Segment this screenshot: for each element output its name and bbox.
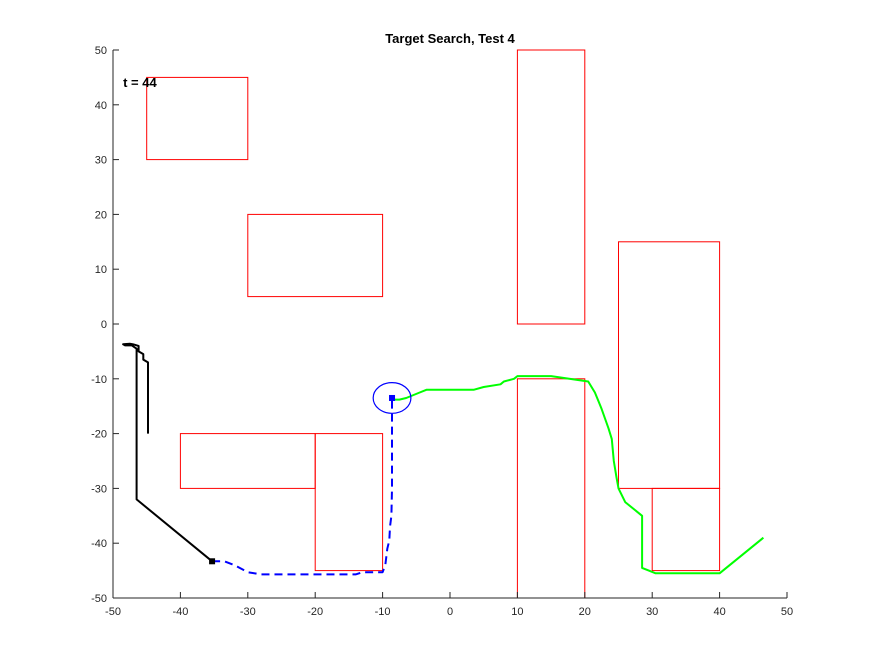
y-tick-label: -10	[91, 374, 107, 386]
obstacle-3	[516, 49, 586, 325]
path-series-2	[212, 400, 393, 576]
y-tick-label: -30	[91, 483, 107, 495]
obstacle-4	[618, 241, 721, 489]
x-tick-label: 30	[646, 606, 658, 618]
x-tick-label: -20	[307, 606, 323, 618]
obstacle-1	[146, 76, 249, 161]
target-circle	[372, 382, 412, 414]
obstacle-6	[314, 433, 384, 572]
obstacle-8	[651, 487, 721, 572]
y-tick-label: -40	[91, 538, 107, 550]
plot-area	[122, 49, 765, 599]
axes	[112, 49, 788, 599]
x-tick-label: 10	[511, 606, 523, 618]
y-tick-label: 0	[101, 319, 107, 331]
x-tick-label: 50	[781, 606, 793, 618]
x-tick-label: 20	[579, 606, 591, 618]
x-tick-label: 0	[447, 606, 453, 618]
obstacle-5	[179, 433, 316, 489]
chart-title: Target Search, Test 4	[385, 31, 515, 46]
x-tick-label: -10	[375, 606, 391, 618]
obstacle-7	[516, 378, 586, 599]
path-series-1	[122, 342, 213, 563]
x-tick-label: -40	[172, 606, 188, 618]
tick-labels: -50 -40 -30 -20 -10 0 10 20 30 40 50 -50 -40 -30 -20 -1…	[91, 45, 793, 618]
x-tick-label: 40	[713, 606, 725, 618]
path-series-3	[392, 375, 765, 575]
y-tick-label: 30	[95, 155, 107, 167]
y-tick-label: -20	[91, 429, 107, 441]
x-tick-label: -50	[105, 606, 121, 618]
obstacle-2	[247, 213, 384, 298]
y-tick-label: 10	[95, 264, 107, 276]
time-annotation: t = 44	[123, 75, 157, 90]
y-tick-label: 20	[95, 209, 107, 221]
y-tick-label: -50	[91, 593, 107, 605]
y-tick-label: 40	[95, 100, 107, 112]
x-tick-label: -30	[240, 606, 256, 618]
target-point	[389, 394, 396, 401]
y-tick-label: 50	[95, 45, 107, 57]
start-point	[209, 558, 216, 565]
